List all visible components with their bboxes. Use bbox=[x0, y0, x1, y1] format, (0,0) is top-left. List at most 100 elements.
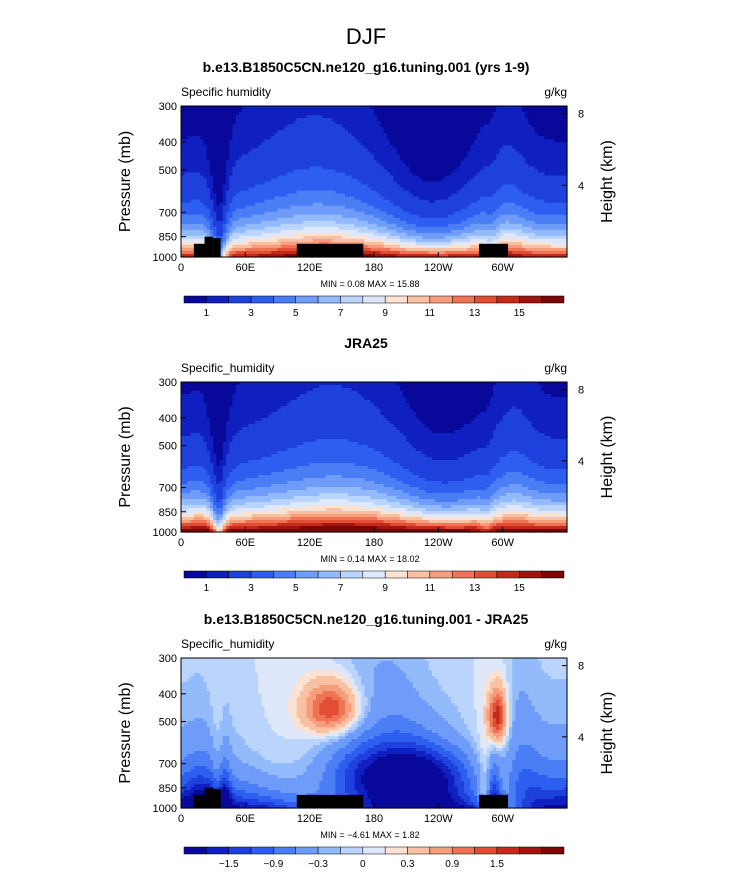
field-cell bbox=[483, 151, 488, 155]
field-cell bbox=[213, 109, 217, 113]
field-cell bbox=[431, 235, 436, 240]
field-cell bbox=[283, 223, 288, 228]
field-cell bbox=[367, 220, 372, 225]
field-cell bbox=[457, 142, 462, 146]
field-cell bbox=[396, 157, 401, 161]
field-cell bbox=[399, 139, 404, 143]
field-cell bbox=[338, 112, 343, 116]
field-cell bbox=[248, 175, 253, 180]
field-cell bbox=[283, 211, 288, 216]
field-cell bbox=[242, 133, 246, 137]
field-cell bbox=[489, 184, 494, 189]
field-cell bbox=[277, 253, 282, 258]
field-cell bbox=[341, 214, 346, 219]
field-cell bbox=[367, 202, 372, 207]
field-cell bbox=[499, 169, 504, 174]
field-cell bbox=[296, 118, 301, 122]
field-cell bbox=[184, 160, 189, 164]
field-cell bbox=[422, 157, 427, 161]
field-cell bbox=[229, 181, 234, 186]
field-cell bbox=[267, 223, 272, 228]
field-cell bbox=[457, 127, 462, 131]
field-cell bbox=[283, 250, 288, 255]
field-cell bbox=[354, 178, 359, 183]
field-cell bbox=[290, 190, 295, 195]
field-cell bbox=[354, 121, 359, 125]
field-cell bbox=[235, 244, 240, 249]
field-cell bbox=[290, 238, 295, 243]
field-cell bbox=[402, 133, 407, 137]
field-cell bbox=[267, 220, 272, 225]
field-cell bbox=[248, 253, 253, 258]
field-cell bbox=[354, 238, 359, 243]
field-cell bbox=[380, 211, 385, 216]
field-cell bbox=[383, 121, 388, 125]
field-cell bbox=[328, 172, 333, 177]
field-cell bbox=[409, 109, 414, 113]
field-cell bbox=[460, 178, 465, 183]
field-cell bbox=[264, 238, 269, 243]
field-cell bbox=[345, 172, 349, 177]
field-cell bbox=[267, 187, 272, 192]
field-cell bbox=[280, 148, 285, 152]
field-cell bbox=[328, 109, 333, 113]
field-cell bbox=[483, 172, 488, 177]
field-cell bbox=[415, 157, 420, 161]
field-cell bbox=[229, 220, 234, 225]
field-cell bbox=[425, 127, 430, 131]
field-cell bbox=[222, 124, 227, 128]
field-cell bbox=[383, 208, 388, 213]
field-cell bbox=[280, 112, 285, 116]
field-cell bbox=[354, 124, 359, 128]
field-cell bbox=[238, 133, 243, 137]
field-cell bbox=[181, 160, 185, 164]
field-cell bbox=[351, 124, 356, 128]
field-cell bbox=[406, 178, 410, 183]
field-cell bbox=[435, 253, 439, 258]
field-cell bbox=[235, 211, 240, 216]
field-cell bbox=[277, 175, 282, 180]
field-cell bbox=[296, 172, 301, 177]
field-cell bbox=[335, 208, 340, 213]
field-cell bbox=[364, 154, 369, 158]
field-cell bbox=[454, 133, 459, 137]
field-cell bbox=[293, 136, 298, 140]
field-cell bbox=[303, 121, 308, 125]
field-cell bbox=[187, 199, 192, 204]
field-cell bbox=[428, 217, 433, 222]
field-cell bbox=[496, 157, 501, 161]
field-cell bbox=[361, 118, 365, 122]
field-cell bbox=[280, 250, 285, 255]
field-cell bbox=[316, 193, 320, 198]
field-cell bbox=[351, 211, 356, 216]
field-cell bbox=[209, 121, 214, 125]
field-cell bbox=[242, 181, 246, 186]
field-cell bbox=[303, 226, 308, 231]
field-cell bbox=[451, 160, 456, 164]
field-cell bbox=[351, 109, 356, 113]
field-cell bbox=[451, 226, 456, 231]
field-cell bbox=[184, 172, 189, 177]
field-cell bbox=[219, 160, 224, 164]
field-cell bbox=[184, 127, 189, 131]
field-cell bbox=[357, 220, 362, 225]
field-cell bbox=[197, 235, 201, 240]
field-cell bbox=[222, 196, 227, 201]
field-cell bbox=[393, 172, 398, 177]
field-cell bbox=[184, 136, 189, 140]
field-cell bbox=[206, 166, 211, 171]
field-cell bbox=[341, 157, 346, 161]
field-cell bbox=[184, 181, 189, 186]
field-cell bbox=[274, 193, 279, 198]
field-cell bbox=[293, 229, 298, 234]
field-cell bbox=[415, 154, 420, 158]
field-cell bbox=[438, 163, 443, 167]
field-cell bbox=[290, 196, 295, 201]
field-cell bbox=[303, 184, 308, 189]
field-cell bbox=[428, 220, 433, 225]
field-cell bbox=[425, 193, 430, 198]
field-cell bbox=[457, 145, 462, 149]
field-cell bbox=[264, 154, 269, 158]
field-cell bbox=[457, 154, 462, 158]
field-cell bbox=[348, 172, 353, 177]
